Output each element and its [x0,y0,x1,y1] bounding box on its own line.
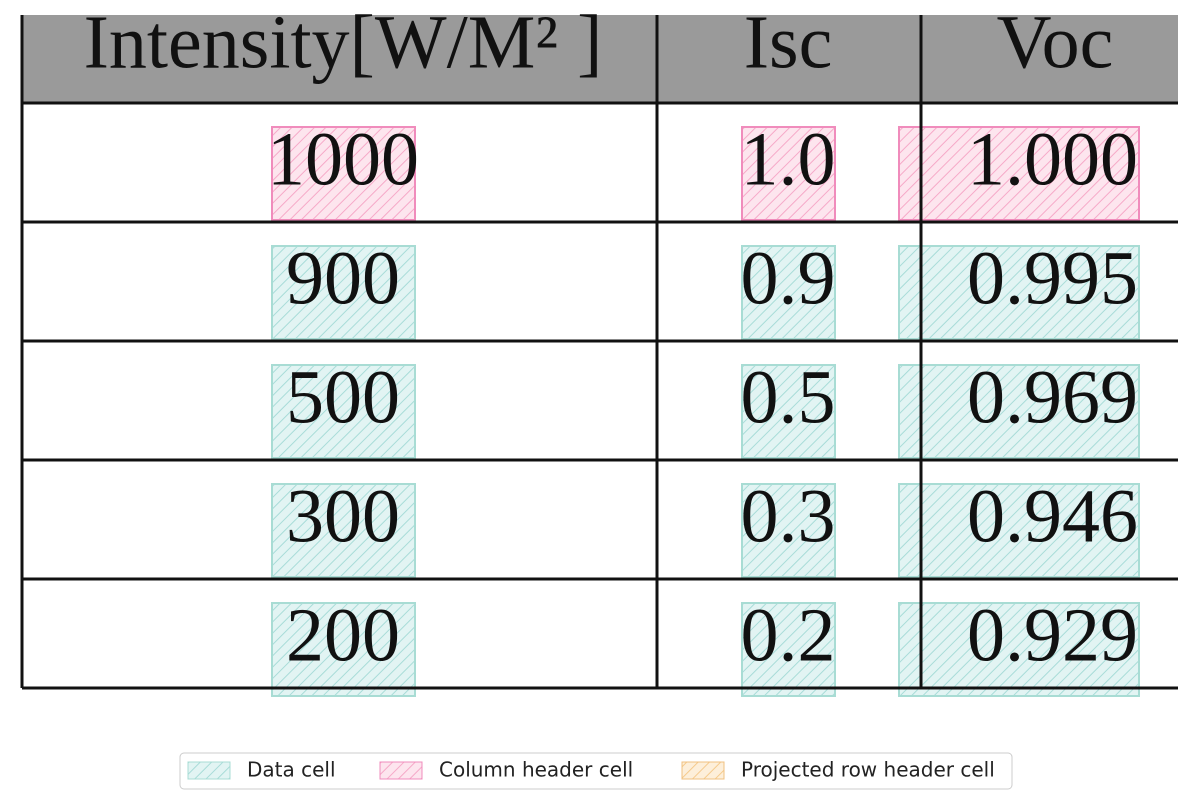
cell-highlight [271,483,416,578]
legend-label: Projected row header cell [741,758,995,782]
header-cell: Voc [997,0,1114,84]
legend-label: Data cell [247,758,336,782]
cell-highlight [898,483,1140,578]
data-cell: 1000 [267,117,419,201]
cell-highlight [898,126,1140,221]
data-cell: 0.9 [741,236,836,320]
data-cell: 300 [286,474,400,558]
cell-highlight [741,602,836,697]
data-cell: 0.929 [967,593,1138,677]
data-cell: 0.5 [741,355,836,439]
data-cell: 0.3 [741,474,836,558]
data-cell: 500 [286,355,400,439]
data-cell: 0.995 [967,236,1138,320]
header-cell: Isc [744,0,833,84]
data-cell: 900 [286,236,400,320]
data-cell: 0.946 [967,474,1138,558]
cell-highlight [898,364,1140,459]
cell-highlight [271,126,416,221]
cell-highlight [741,126,836,221]
cell-highlight [898,245,1140,340]
cell-highlight [741,483,836,578]
header-cell: Intensity[W/M² ] [84,0,603,84]
legend-label: Column header cell [439,758,633,782]
data-cell: 1.000 [967,117,1138,201]
header-background [22,15,1178,103]
cell-highlight [271,364,416,459]
legend-swatch [187,761,231,780]
cell-highlight [898,602,1140,697]
data-cell: 0.2 [741,593,836,677]
data-cell: 0.969 [967,355,1138,439]
legend-swatch [681,761,725,780]
cell-highlight [741,245,836,340]
cell-highlight [271,602,416,697]
cell-highlight [741,364,836,459]
data-cell: 1.0 [741,117,836,201]
cell-highlight [271,245,416,340]
data-cell: 200 [286,593,400,677]
legend-swatch [379,761,423,780]
